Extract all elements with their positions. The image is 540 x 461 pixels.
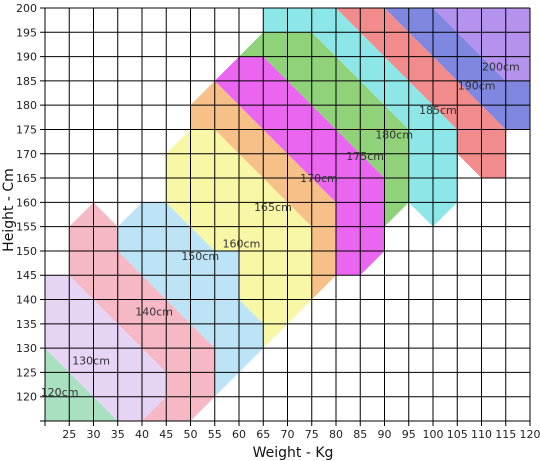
band-label: 175cm	[346, 150, 384, 163]
band-6	[336, 8, 506, 179]
band-labels: 120cm 130cm 140cm 150cm 160cm 165cm 170cm 175cm…	[41, 60, 520, 399]
y-tick-label: 150	[16, 245, 37, 258]
band-label: 130cm	[72, 354, 110, 367]
x-tick-label: 25	[62, 428, 76, 441]
band-label: 165cm	[254, 201, 292, 214]
x-tick-label: 55	[208, 428, 222, 441]
y-axis-title: Height - Cm	[1, 168, 17, 252]
x-tick-label: 35	[111, 428, 125, 441]
x-tick-label: 40	[135, 428, 149, 441]
band-3	[214, 56, 385, 276]
y-tick-labels: 120 125 130 135 140 145 150 155 160 165 170 175 180 1…	[16, 2, 37, 404]
x-tick-label: 75	[305, 428, 319, 441]
band-label: 150cm	[181, 250, 219, 263]
band-label: 160cm	[223, 238, 261, 251]
y-tick-label: 140	[16, 294, 37, 307]
x-tick-label: 30	[87, 428, 101, 441]
y-tick-label: 120	[16, 391, 37, 404]
band-label: 120cm	[41, 386, 79, 399]
y-tick-label: 175	[16, 123, 37, 136]
y-tick-label: 195	[16, 26, 37, 39]
y-tick-label: 165	[16, 172, 37, 185]
band-label: 190cm	[458, 80, 496, 93]
band-2	[190, 80, 336, 300]
y-tick-label: 190	[16, 51, 37, 64]
x-tick-label: 100	[423, 428, 444, 441]
y-tick-label: 145	[16, 269, 37, 282]
y-tick-label: 130	[16, 342, 37, 355]
y-tick-label: 180	[16, 99, 37, 112]
x-tick-label: 70	[281, 428, 295, 441]
x-tick-label: 80	[329, 428, 343, 441]
y-tick-label: 170	[16, 148, 37, 161]
x-tick-label: 60	[232, 428, 246, 441]
y-tick-label: 155	[16, 221, 37, 234]
band-label: 185cm	[419, 104, 457, 117]
grid-lines	[40, 7, 531, 426]
x-tick-label: 120	[520, 428, 540, 441]
x-tick-label: 105	[447, 428, 468, 441]
y-tick-label: 160	[16, 196, 37, 209]
x-tick-labels: 25 30 35 40 45 50 55 60 65 70 75 80 85 90 95 100 105 110 1…	[62, 428, 540, 441]
band-label: 200cm	[482, 60, 520, 73]
x-tick-label: 90	[378, 428, 392, 441]
x-tick-label: 110	[471, 428, 492, 441]
x-tick-label: 85	[353, 428, 367, 441]
band-120cm	[45, 348, 118, 421]
band-label: 170cm	[300, 172, 338, 185]
x-tick-label: 95	[402, 428, 416, 441]
y-tick-label: 185	[16, 75, 37, 88]
x-axis-title: Weight - Kg	[253, 445, 334, 461]
x-tick-label: 50	[184, 428, 198, 441]
x-tick-label: 45	[159, 428, 173, 441]
x-tick-label: 115	[495, 428, 516, 441]
band-label: 180cm	[375, 128, 413, 141]
x-tick-label: 65	[256, 428, 270, 441]
y-tick-label: 200	[16, 2, 37, 15]
y-tick-label: 135	[16, 318, 37, 331]
band-label: 140cm	[135, 306, 173, 319]
y-tick-label: 125	[16, 366, 37, 379]
